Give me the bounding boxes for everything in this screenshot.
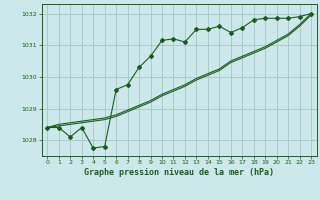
X-axis label: Graphe pression niveau de la mer (hPa): Graphe pression niveau de la mer (hPa): [84, 168, 274, 177]
